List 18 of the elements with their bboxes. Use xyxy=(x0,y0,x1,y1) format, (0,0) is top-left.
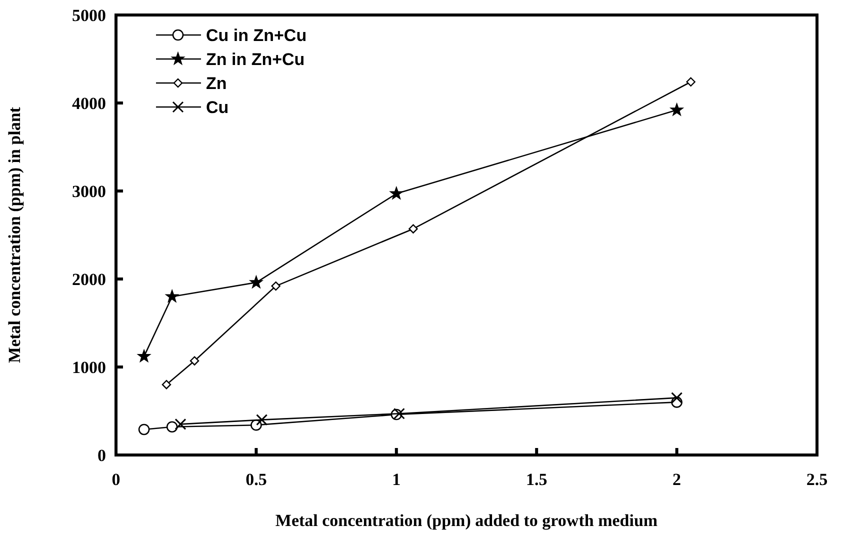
x-tick-label: 2.5 xyxy=(806,470,828,489)
x-tick-label: 0 xyxy=(112,470,120,489)
legend-label: Zn xyxy=(206,74,227,93)
y-tick-label: 0 xyxy=(98,446,106,465)
x-axis-title: Metal concentration (ppm) added to growth medium xyxy=(275,511,658,530)
y-tick-label: 5000 xyxy=(72,6,106,25)
x-tick-label: 1 xyxy=(392,470,401,489)
x-tick-label: 2 xyxy=(672,470,682,489)
legend-label: Cu in Zn+Cu xyxy=(206,26,307,45)
x-tick-label: 1.5 xyxy=(526,470,548,489)
legend-label: Cu xyxy=(206,98,229,117)
y-tick-label: 2000 xyxy=(72,270,106,289)
y-tick-label: 4000 xyxy=(72,94,106,113)
y-axis-title: Metal concentration (ppm) in plant xyxy=(5,106,24,363)
legend-label: Zn in Zn+Cu xyxy=(206,50,305,69)
y-tick-label: 3000 xyxy=(72,182,106,201)
x-tick-label: 0.5 xyxy=(246,470,267,489)
y-tick-label: 1000 xyxy=(72,358,106,377)
